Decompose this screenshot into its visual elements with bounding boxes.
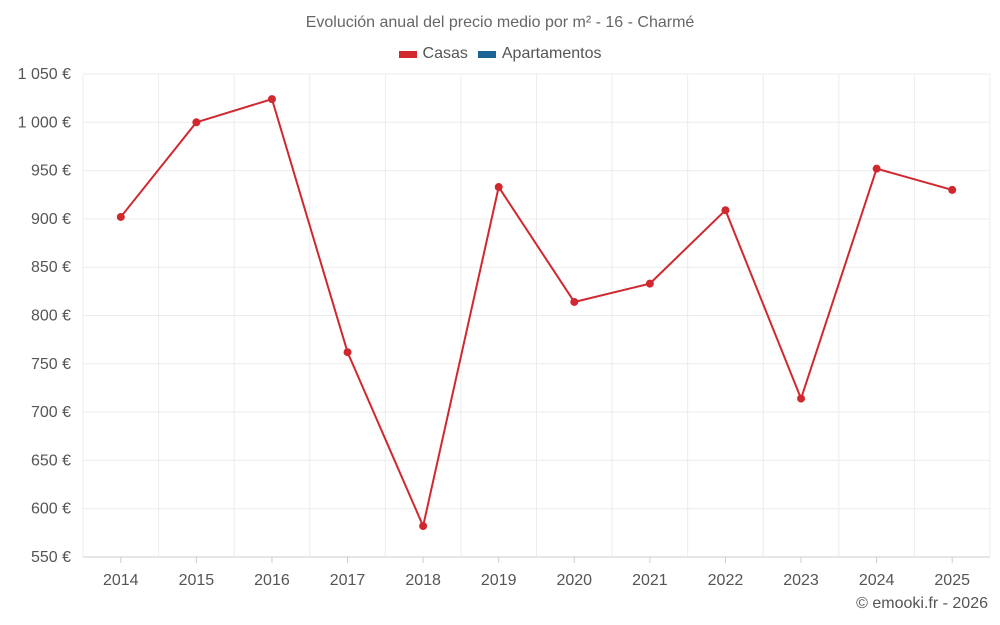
y-tick-label: 750 €: [31, 356, 71, 373]
chart-title: Evolución anual del precio medio por m² …: [305, 14, 695, 31]
data-point: [570, 297, 579, 306]
series-line: [120, 98, 953, 528]
x-tick-label: 2022: [708, 572, 744, 589]
x-tick-label: 2021: [632, 572, 668, 589]
x-tick-label: 2024: [859, 572, 895, 589]
data-point: [645, 279, 654, 288]
data-point: [343, 348, 352, 357]
legend-swatch-apartamentos: [477, 50, 496, 58]
y-tick-label: 1 000 €: [18, 114, 71, 131]
legend-swatch-casas: [398, 50, 417, 58]
y-tick-label: 1 050 €: [18, 66, 71, 83]
x-tick-label: 2016: [254, 572, 290, 589]
data-point: [192, 118, 201, 127]
x-tick-label: 2015: [179, 572, 215, 589]
x-tick-label: 2019: [481, 572, 517, 589]
legend-label-casas: Casas: [422, 45, 468, 62]
y-tick-label: 650 €: [31, 452, 71, 469]
legend-item-casas[interactable]: Casas: [398, 45, 468, 63]
legend-item-apartamentos[interactable]: Apartamentos: [477, 45, 602, 63]
data-point: [872, 164, 881, 173]
legend-label-apartamentos: Apartamentos: [501, 45, 602, 62]
data-point: [948, 185, 957, 194]
data-point: [721, 206, 730, 215]
x-tick-label: 2023: [783, 572, 819, 589]
y-tick-label: 900 €: [31, 211, 71, 228]
data-point: [116, 212, 125, 221]
x-tick-label: 2020: [556, 572, 592, 589]
y-tick-label: 950 €: [31, 163, 71, 180]
y-tick-label: 800 €: [31, 308, 71, 325]
y-tick-label: 600 €: [31, 501, 71, 518]
chart-legend: Casas Apartamentos: [0, 45, 1000, 63]
data-point: [419, 522, 428, 531]
y-tick-label: 850 €: [31, 259, 71, 276]
y-tick-label: 550 €: [31, 549, 71, 566]
data-point: [267, 95, 276, 104]
x-tick-label: 2017: [330, 572, 366, 589]
data-point: [494, 183, 503, 192]
data-point: [797, 394, 806, 403]
x-tick-label: 2018: [405, 572, 441, 589]
x-tick-label: 2025: [934, 572, 970, 589]
y-tick-label: 700 €: [31, 404, 71, 421]
x-tick-label: 2014: [103, 572, 139, 589]
credit-text: © emooki.fr - 2026: [856, 595, 988, 612]
